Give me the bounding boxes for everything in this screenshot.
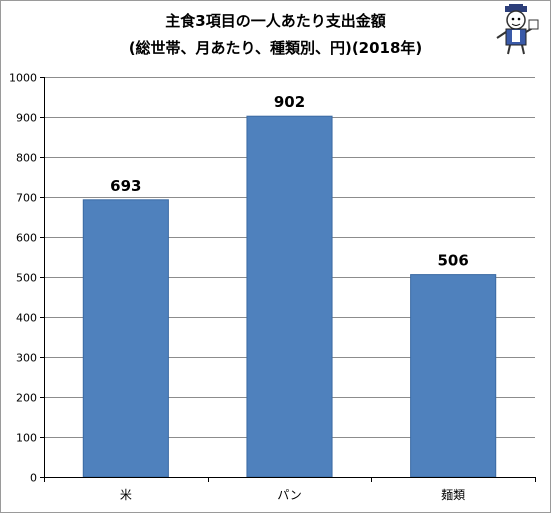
data-label: 506	[438, 252, 469, 270]
y-tick-label: 0	[30, 472, 37, 485]
y-tick-label: 800	[16, 152, 37, 165]
y-tick-label: 600	[16, 232, 37, 245]
y-tick-label: 300	[16, 352, 37, 365]
bars	[82, 115, 497, 478]
axes	[40, 77, 536, 482]
data-label: 693	[110, 177, 141, 195]
bar	[246, 115, 333, 478]
x-category-label: パン	[277, 488, 302, 502]
bar	[410, 274, 497, 478]
x-category-label: 麺類	[441, 488, 465, 502]
y-tick-label: 100	[16, 432, 37, 445]
y-tick-label: 200	[16, 392, 37, 405]
mascot-character-icon	[496, 4, 539, 55]
y-tick-label: 400	[16, 312, 37, 325]
bar	[82, 199, 169, 478]
labels: 0 100 200 300 400 500 600 700 800 900 1000 693 米 902 パ…	[9, 72, 469, 503]
chart-subtitle: (総世帯、月あたり、種類別、円)(2018年)	[128, 39, 423, 57]
y-tick-label: 900	[16, 112, 37, 125]
chart-title: 主食3項目の一人あたり支出金額	[165, 12, 386, 30]
y-tick-label: 700	[16, 192, 37, 205]
data-label: 902	[274, 93, 305, 111]
y-tick-label: 1000	[9, 72, 37, 85]
y-tick-label: 500	[16, 272, 37, 285]
x-category-label: 米	[120, 488, 132, 502]
